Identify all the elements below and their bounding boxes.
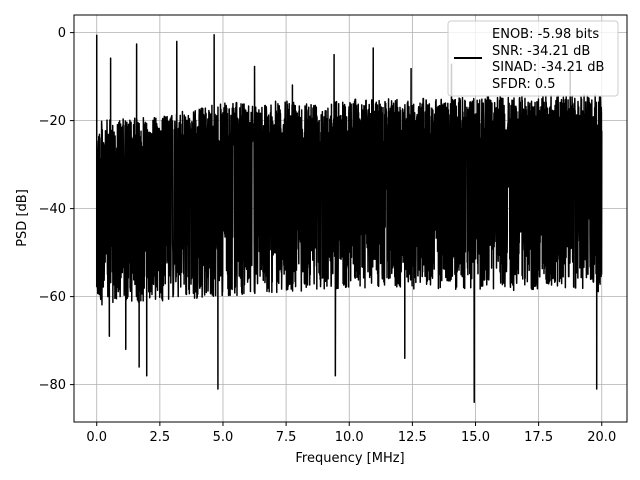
y-axis-label: PSD [dB] xyxy=(15,189,30,247)
psd-trace xyxy=(95,34,603,403)
legend-box xyxy=(447,20,619,97)
y-tick-label: 0 xyxy=(58,26,66,41)
x-tick-label: 5.0 xyxy=(213,430,234,445)
x-tick-label: 2.5 xyxy=(150,430,171,445)
legend: ENOB: -5.98 bits SNR: -34.21 dB SINAD: -… xyxy=(447,20,619,97)
legend-entry-enob: ENOB: -5.98 bits xyxy=(492,27,599,42)
plot-frame xyxy=(73,14,628,423)
y-tick-label: −20 xyxy=(39,114,66,129)
psd-series-line xyxy=(95,34,603,403)
x-tick-label: 12.5 xyxy=(398,430,427,445)
y-tick-label: −40 xyxy=(39,202,66,217)
x-tick-label: 0.0 xyxy=(86,430,107,445)
x-tick-label: 15.0 xyxy=(461,430,490,445)
x-axis-label: Frequency [MHz] xyxy=(295,451,404,466)
legend-entry-snr: SNR: -34.21 dB xyxy=(492,44,590,59)
y-tick-label: −80 xyxy=(39,378,66,393)
x-tick-label: 17.5 xyxy=(524,430,553,445)
x-tick-label: 7.5 xyxy=(276,430,297,445)
x-axis-ticks: 0.0 2.5 5.0 7.5 10.0 12.5 15.0 17.5 20.0 xyxy=(86,422,616,445)
legend-entry-sfdr: SFDR: 0.5 xyxy=(492,77,556,92)
x-tick-label: 20.0 xyxy=(587,430,616,445)
x-tick-label: 10.0 xyxy=(335,430,364,445)
y-tick-label: −60 xyxy=(39,290,66,305)
y-axis-ticks: 0 −20 −40 −60 −80 xyxy=(39,26,74,393)
legend-entry-sinad: SINAD: -34.21 dB xyxy=(492,60,604,75)
